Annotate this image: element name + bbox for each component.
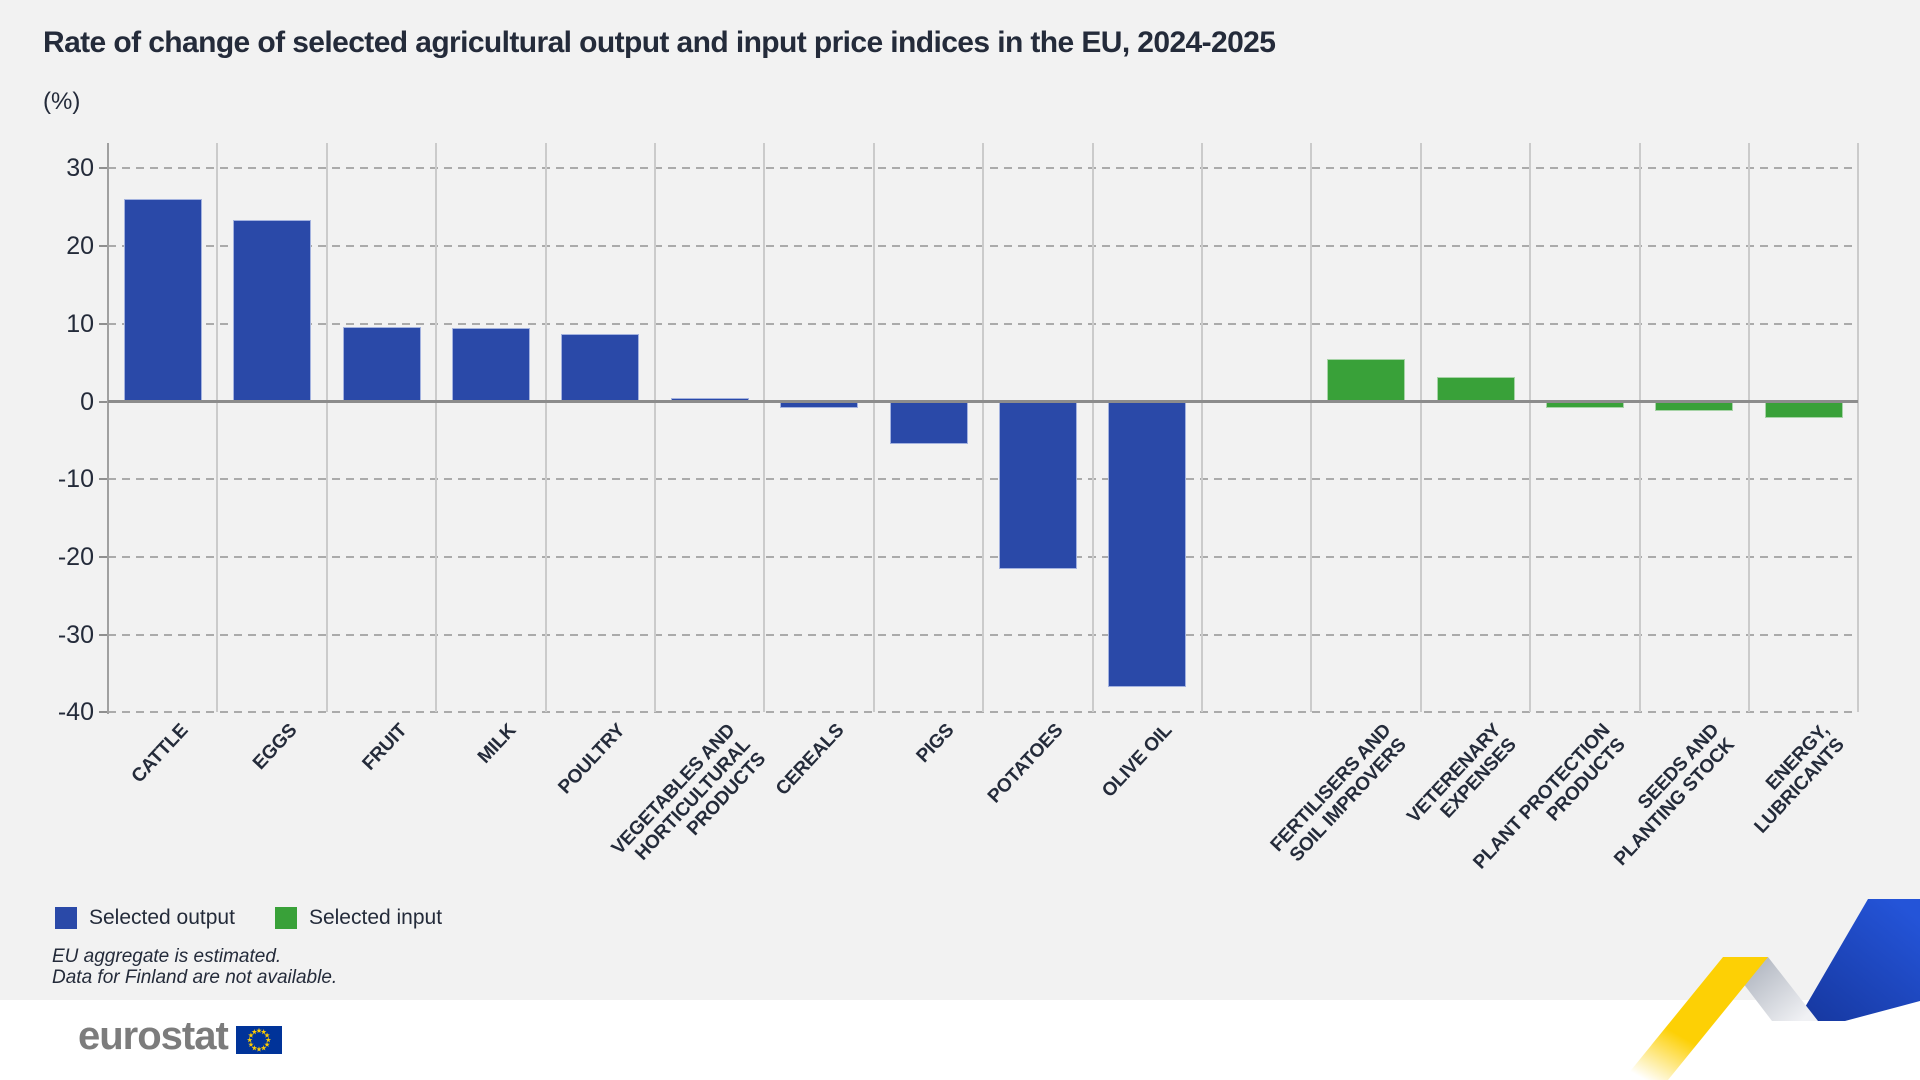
bar-poultry xyxy=(561,333,640,402)
eurostat-logo: eurostat xyxy=(78,1014,282,1059)
gridline-x-11 xyxy=(1310,143,1313,713)
footnotes: EU aggregate is estimated. Data for Finl… xyxy=(52,946,337,988)
bar-cattle xyxy=(123,198,202,402)
y-axis-tick-10 xyxy=(99,322,108,325)
y-axis-tick-0 xyxy=(99,400,108,403)
legend-swatch-selected-input xyxy=(274,907,297,929)
footer-band xyxy=(0,1000,1920,1080)
y-axis-label-20: 20 xyxy=(66,232,94,261)
gridline-x-9 xyxy=(1091,143,1094,713)
gridline-x-8 xyxy=(982,143,985,713)
gridline-x-4 xyxy=(544,143,547,713)
footnote-line-2: Data for Finland are not available. xyxy=(52,967,338,988)
y-axis-label-30: 30 xyxy=(66,154,94,183)
bar-milk xyxy=(451,327,530,402)
category-label-potatoes: POTATOES xyxy=(983,720,1068,808)
gridline-x-5 xyxy=(654,143,656,713)
y-axis-tick--20 xyxy=(99,555,108,558)
y-axis-tick--40 xyxy=(99,711,108,714)
y-axis-label--40: -40 xyxy=(57,698,94,727)
bar-potatoes xyxy=(998,401,1077,570)
eu-flag-icon xyxy=(235,1025,282,1054)
gridline-x-3 xyxy=(435,143,438,713)
bar-pigs xyxy=(889,401,968,445)
ribbon-blue-band xyxy=(1797,899,1920,1021)
gridline-x-15 xyxy=(1748,143,1750,713)
y-axis-label--10: -10 xyxy=(57,465,94,494)
y-axis-tick--30 xyxy=(99,633,108,636)
category-label-milk: MILK xyxy=(473,720,521,768)
bar-fruit xyxy=(342,326,421,402)
legend: Selected output Selected input xyxy=(55,906,482,930)
decorative-ribbon xyxy=(1623,899,1920,1080)
y-axis-label-10: 10 xyxy=(66,309,94,338)
y-axis-label--30: -30 xyxy=(57,620,94,649)
bar-veterenary xyxy=(1436,376,1515,402)
gridline-x-13 xyxy=(1529,143,1532,713)
legend-label-selected-output: Selected output xyxy=(89,906,235,929)
gridline-x-7 xyxy=(872,143,875,713)
y-axis-line xyxy=(107,143,109,715)
category-label-eggs: EGGS xyxy=(249,720,302,774)
gridline-x-12 xyxy=(1419,143,1422,713)
gridline-x-16 xyxy=(1857,143,1860,713)
y-axis-tick-30 xyxy=(99,167,108,170)
footnote-line-1: EU aggregate is estimated. xyxy=(52,946,282,967)
y-axis-label-0: 0 xyxy=(80,387,94,416)
bar-olive-oil xyxy=(1108,401,1187,687)
page-title: Rate of change of selected agricultural … xyxy=(43,26,1276,59)
legend-label-selected-input: Selected input xyxy=(308,906,443,929)
y-axis-tick--10 xyxy=(99,478,108,481)
gridline-x-14 xyxy=(1638,143,1641,713)
gridline-x-10 xyxy=(1201,143,1203,713)
eurostat-logo-text: eurostat xyxy=(78,1014,229,1058)
bar-eggs xyxy=(233,220,312,402)
category-label-fruit: FRUIT xyxy=(358,720,411,775)
gridline-y--40 xyxy=(108,711,1859,714)
legend-swatch-selected-output xyxy=(55,907,77,929)
unit-label: (%) xyxy=(43,88,81,115)
ribbon-yellow-band xyxy=(1623,957,1768,1080)
bar-energy xyxy=(1764,401,1843,418)
gridline-x-1 xyxy=(216,143,219,713)
y-axis-label--20: -20 xyxy=(57,542,94,571)
zero-baseline xyxy=(108,400,1859,403)
gridline-x-2 xyxy=(325,143,328,713)
category-label-olive-oil: OLIVE OIL xyxy=(1098,720,1177,802)
y-axis-tick-20 xyxy=(99,245,108,248)
gridline-x-6 xyxy=(763,143,766,713)
bar-fertilisers-and xyxy=(1327,358,1406,402)
